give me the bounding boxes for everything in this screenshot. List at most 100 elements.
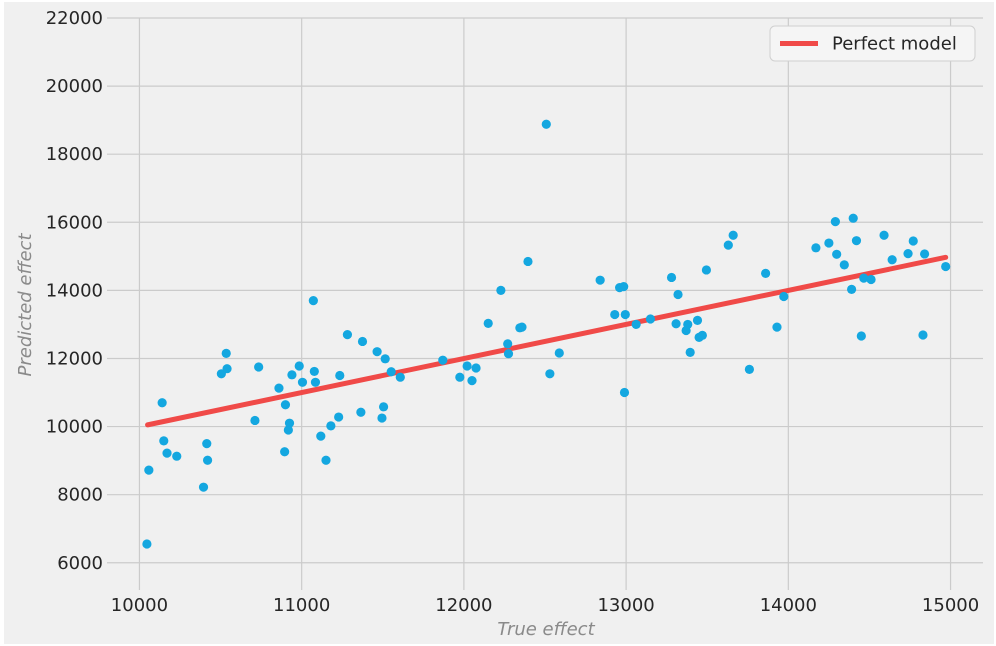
data-point (326, 421, 336, 431)
data-point (859, 273, 869, 283)
data-point (283, 425, 293, 435)
data-point (202, 455, 213, 465)
data-point (496, 285, 506, 295)
data-point (280, 447, 290, 457)
data-point (172, 451, 182, 461)
data-point (395, 372, 405, 382)
x-tick-label: 14000 (760, 595, 817, 616)
data-point (357, 336, 368, 347)
x-tick-label: 13000 (597, 595, 654, 616)
data-point (941, 261, 951, 272)
data-point (685, 347, 695, 357)
data-point (824, 238, 834, 248)
y-tick-label: 12000 (46, 348, 103, 369)
y-axis-label: Predicted effect (15, 233, 36, 377)
data-point (866, 274, 876, 285)
data-point (908, 236, 918, 246)
data-point (455, 372, 465, 382)
y-tick-label: 8000 (57, 485, 103, 506)
data-point (697, 330, 707, 340)
data-point (619, 387, 630, 398)
y-tick-label: 16000 (46, 212, 103, 233)
data-point (471, 363, 481, 373)
data-point (294, 361, 304, 371)
data-point (610, 309, 620, 320)
data-point (316, 431, 326, 441)
data-point (254, 362, 264, 372)
data-point (503, 349, 514, 359)
data-point (545, 369, 555, 379)
data-point (309, 366, 319, 377)
data-point (811, 243, 821, 253)
data-point (334, 412, 344, 422)
data-point (839, 260, 849, 270)
data-point (619, 282, 629, 292)
data-point (380, 354, 390, 364)
x-tick-label: 15000 (922, 595, 979, 616)
data-point (386, 367, 396, 377)
y-tick-label: 18000 (46, 144, 103, 165)
data-point (372, 347, 382, 357)
data-point (554, 348, 564, 358)
data-point (779, 291, 789, 302)
data-point (832, 249, 842, 259)
data-point (645, 314, 656, 324)
data-point (198, 482, 209, 492)
plot-area (107, 18, 983, 590)
x-tick-label: 11000 (273, 595, 330, 616)
data-point (918, 330, 928, 340)
y-tick-label: 20000 (46, 76, 103, 97)
data-point (321, 455, 331, 465)
data-point (920, 249, 930, 259)
data-point (728, 230, 738, 240)
data-point (144, 465, 154, 475)
data-point (287, 370, 297, 380)
data-point (772, 322, 782, 332)
data-point (631, 319, 641, 330)
legend-label: Perfect model (832, 34, 957, 55)
y-tick-label: 14000 (46, 280, 103, 301)
data-point (280, 400, 291, 410)
legend-box (769, 25, 976, 62)
data-point (830, 217, 840, 227)
data-point (723, 240, 733, 250)
data-point (620, 309, 630, 320)
data-point (221, 348, 231, 358)
data-point (159, 436, 169, 446)
data-point (666, 272, 677, 283)
data-point (335, 370, 345, 381)
data-point (356, 407, 366, 417)
data-point (761, 268, 771, 278)
data-point (378, 402, 389, 412)
data-point (377, 413, 387, 423)
data-point (847, 284, 857, 294)
x-axis-label: True effect (497, 619, 595, 640)
data-point (284, 418, 295, 428)
x-tick-label: 10000 (111, 595, 168, 616)
data-point (744, 364, 755, 374)
data-point (692, 315, 703, 325)
data-point (162, 448, 172, 458)
data-point (310, 377, 321, 387)
data-point (202, 438, 212, 449)
data-point (671, 319, 681, 329)
data-point (673, 289, 683, 300)
data-point (297, 377, 308, 387)
data-point (157, 398, 167, 408)
data-point (903, 249, 913, 259)
data-point (879, 230, 889, 240)
data-point (308, 295, 318, 306)
data-point (683, 319, 693, 330)
data-point (503, 339, 513, 349)
data-point (274, 383, 284, 393)
data-point (483, 318, 493, 329)
data-point (851, 236, 862, 246)
data-point (595, 275, 605, 285)
data-point (222, 364, 232, 374)
data-point (342, 330, 353, 340)
data-point (438, 355, 448, 365)
y-tick-label: 10000 (46, 417, 103, 438)
data-point (142, 539, 152, 549)
